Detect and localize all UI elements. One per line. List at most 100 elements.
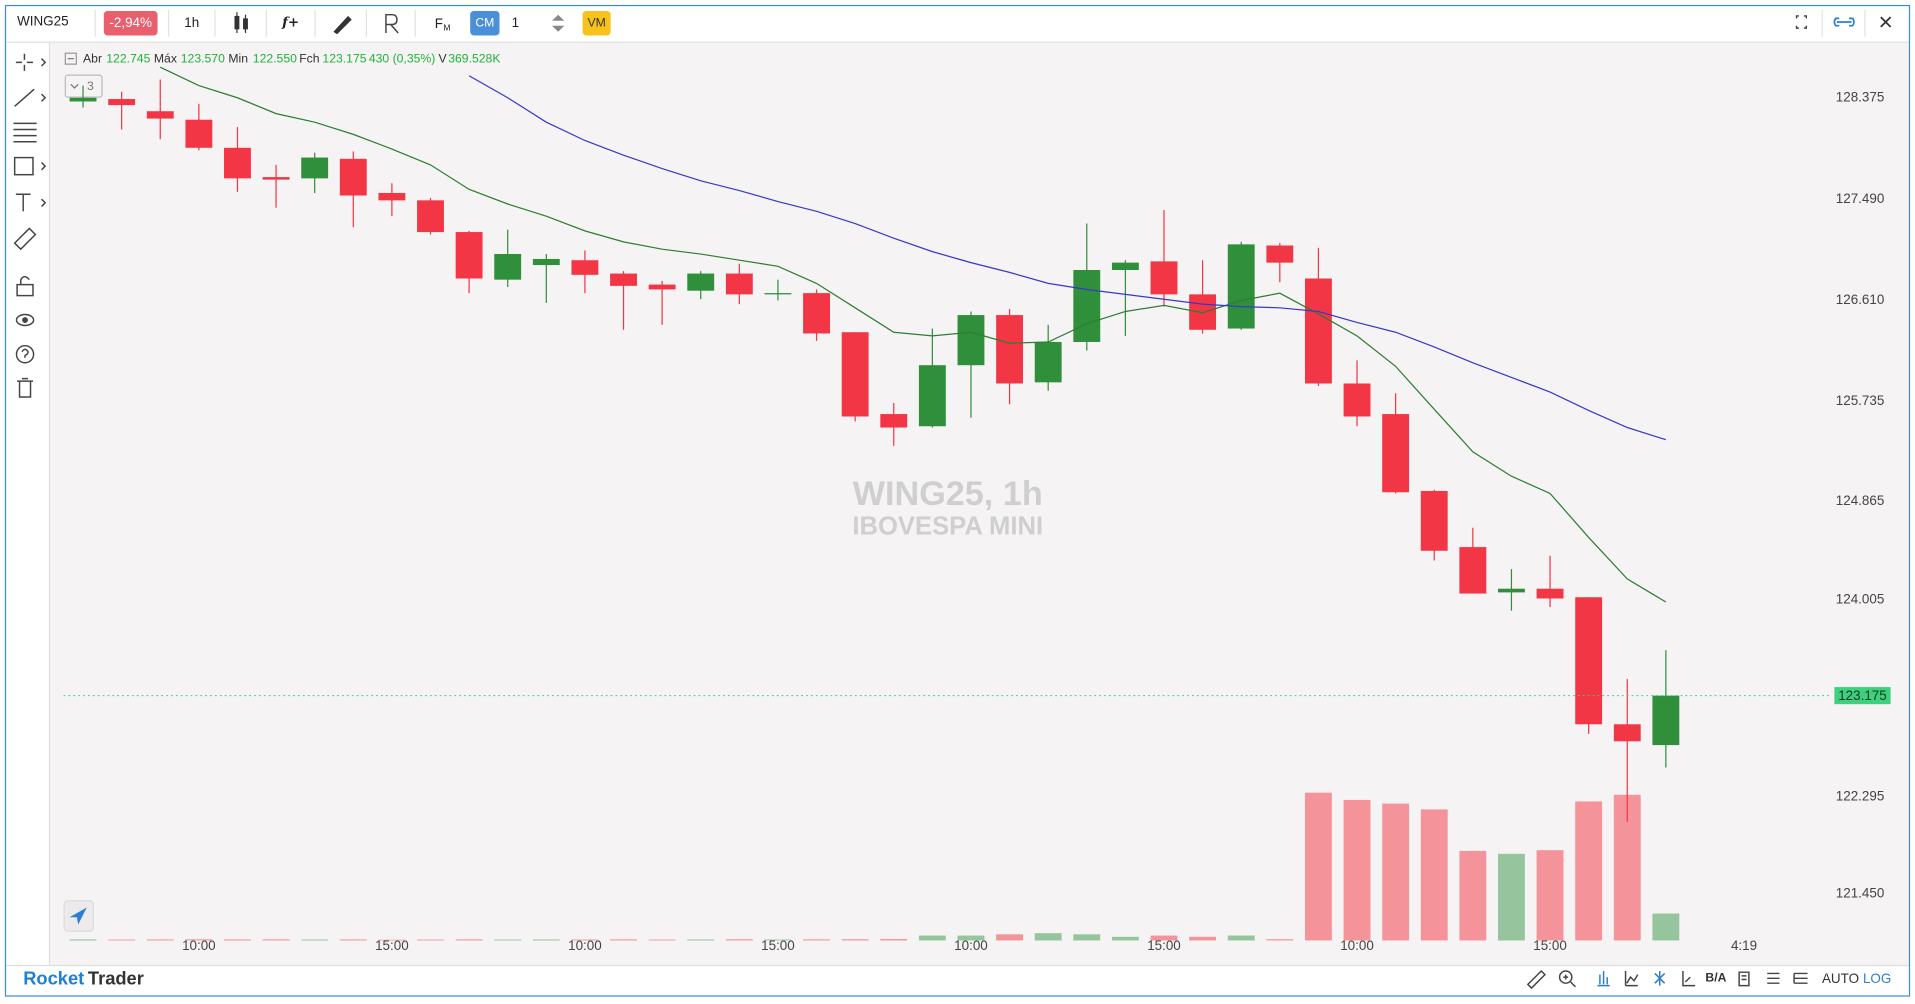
volume-bar <box>494 939 522 941</box>
volume-bar <box>224 939 251 941</box>
volume-bar <box>1536 850 1564 941</box>
low-value: 122.550 <box>253 51 297 65</box>
candle-body <box>1575 597 1603 725</box>
volume-label: V <box>438 51 447 65</box>
candle-body <box>1652 695 1680 746</box>
x-tick-label: 10:00 <box>954 938 988 953</box>
x-tick-label: 10:00 <box>1340 938 1374 953</box>
candle-body <box>841 332 869 417</box>
candle-body <box>224 147 251 179</box>
change: -2,94% <box>109 15 152 30</box>
candle-body <box>571 260 599 275</box>
candle-body <box>1498 588 1525 593</box>
vm[interactable]: VM <box>587 15 605 29</box>
volume-bar <box>764 939 792 941</box>
navigate-icon[interactable] <box>69 907 87 925</box>
volume-bar <box>1111 936 1139 941</box>
volume-bar <box>185 939 213 941</box>
change-value: 430 (0,35%) <box>369 51 435 65</box>
footer-tools[interactable] <box>1526 969 1808 990</box>
y-tick-label: 122.295 <box>1836 788 1885 803</box>
x-tick-label: 15:00 <box>1147 938 1181 953</box>
symbol[interactable]: WING25 <box>17 14 68 29</box>
volume-bar <box>1459 850 1487 941</box>
volume-bar <box>1343 799 1371 941</box>
candle-body <box>610 273 637 286</box>
volume-value: 369.528K <box>448 51 500 65</box>
candle-body <box>262 177 290 180</box>
left-tools[interactable] <box>13 53 47 398</box>
collapse-toggle[interactable] <box>64 52 77 65</box>
bid-ask[interactable]: B/A <box>1705 971 1726 985</box>
volume-bar <box>1652 913 1680 941</box>
volume-bar <box>301 939 329 941</box>
watermark-title: WING25, 1h <box>853 475 1043 513</box>
candle-body <box>1459 547 1487 594</box>
candle-body <box>1613 724 1641 742</box>
x-tick-label: 15:00 <box>761 938 795 953</box>
candle-body <box>1382 414 1410 493</box>
volume-bar <box>378 939 406 941</box>
volume-bar <box>996 934 1024 941</box>
x-tick-label: 10:00 <box>568 938 602 953</box>
draw-icon[interactable] <box>333 15 352 35</box>
candle-body <box>1536 588 1564 599</box>
volume-bar <box>1420 809 1448 941</box>
close-value: 123.175 <box>322 51 366 65</box>
candle-body <box>1111 262 1139 271</box>
y-tick-label: 128.375 <box>1836 89 1885 104</box>
fm-sub[interactable]: M <box>443 22 450 32</box>
candle-body <box>725 273 753 295</box>
candle-body <box>532 258 560 266</box>
volume-bar <box>880 938 908 941</box>
interval[interactable]: 1h <box>184 15 199 30</box>
volume-bar <box>532 939 560 941</box>
fullscreen-icon[interactable] <box>1795 15 1808 29</box>
window-border <box>4 4 1911 997</box>
volume-bar <box>1150 935 1178 941</box>
cm-badge[interactable] <box>470 11 500 36</box>
candle-body <box>957 315 985 366</box>
link-icon[interactable] <box>1833 17 1855 27</box>
volume-bar <box>69 939 97 941</box>
rx-icon[interactable] <box>385 13 399 34</box>
volume-bar <box>1498 853 1525 941</box>
auto-scale[interactable]: AUTO <box>1822 971 1859 986</box>
quantity-spinner[interactable] <box>552 14 565 32</box>
fm-main[interactable]: F <box>435 16 443 31</box>
volume-bar <box>918 935 946 941</box>
volume-bar <box>687 939 715 941</box>
last-price-box <box>1834 687 1891 705</box>
cm[interactable]: CM <box>475 15 494 29</box>
watermark-subtitle: IBOVESPA MINI <box>852 512 1043 540</box>
candle-body <box>1034 341 1062 383</box>
last-price-label: 123.175 <box>1838 688 1887 703</box>
vm-badge[interactable] <box>582 11 611 36</box>
candle-body <box>185 119 213 148</box>
x-tick-label: 10:00 <box>182 938 216 953</box>
indicator[interactable]: f+ <box>281 15 299 31</box>
y-tick-label: 121.450 <box>1836 886 1885 901</box>
candle-body <box>1073 270 1101 342</box>
change-badge <box>103 11 158 36</box>
y-tick-label: 127.490 <box>1836 191 1885 206</box>
close-icon[interactable] <box>1880 16 1892 28</box>
candle-body <box>301 157 329 179</box>
candle-body <box>1227 244 1255 329</box>
volume-bar <box>841 939 869 941</box>
volume-bar <box>648 939 676 941</box>
low-label: Min <box>228 51 248 65</box>
candle-body <box>339 158 367 196</box>
quantity[interactable]: 1 <box>512 15 519 30</box>
log-scale[interactable]: LOG <box>1863 971 1891 986</box>
candle-body <box>803 293 830 334</box>
candle-type-icon[interactable] <box>234 12 248 34</box>
open-label: Abr <box>83 51 102 65</box>
volume-bar <box>108 939 136 941</box>
candle-body <box>69 97 97 102</box>
candle-body <box>1304 278 1332 384</box>
candle-body <box>996 315 1024 384</box>
volume-bar <box>1034 933 1062 941</box>
candle-body <box>417 200 444 233</box>
